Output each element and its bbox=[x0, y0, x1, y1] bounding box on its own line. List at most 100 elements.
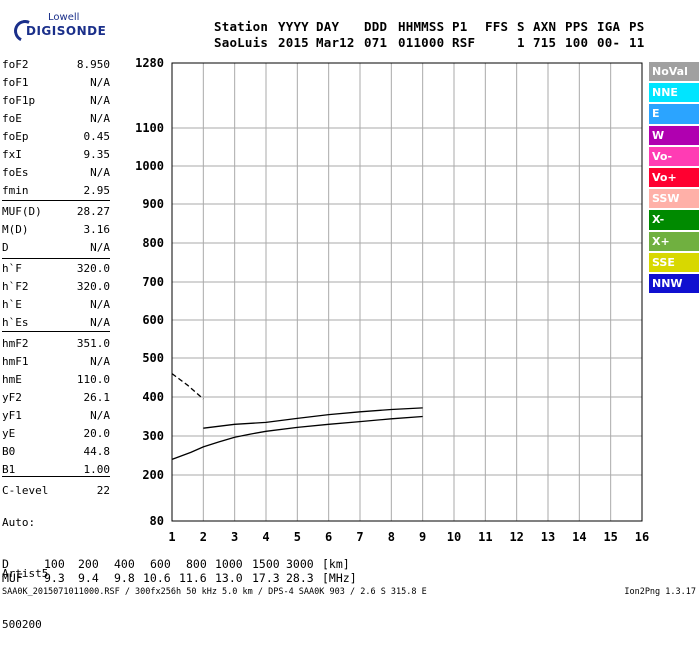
hdr-ffs: FFS bbox=[485, 19, 509, 34]
param-label: B1 bbox=[2, 463, 16, 476]
param-label: foE bbox=[2, 112, 22, 125]
y-tick-label: 1000 bbox=[135, 159, 164, 173]
auto-line3: 500200 bbox=[2, 618, 42, 631]
param-label: foF1 bbox=[2, 76, 29, 89]
param-row: yE 20.0 bbox=[2, 425, 110, 443]
param-value: 1.00 bbox=[83, 463, 111, 476]
param-row: h`F2 320.0 bbox=[2, 278, 110, 296]
param-label: foEp bbox=[2, 130, 29, 143]
param-row: hmF2 351.0 bbox=[2, 335, 110, 353]
x-tick-label: 16 bbox=[635, 530, 649, 544]
param-row: yF1 N/A bbox=[2, 407, 110, 425]
param-value: 9.35 bbox=[83, 148, 111, 161]
legend-item: Vo- bbox=[649, 146, 699, 166]
muf-d-value: 800 bbox=[186, 557, 207, 571]
hdr-iga: IGA bbox=[597, 19, 621, 34]
param-value: 351.0 bbox=[76, 337, 110, 350]
param-row: h`Es N/A bbox=[2, 314, 110, 332]
hdr-hhmmss: HHMMSS bbox=[398, 19, 445, 34]
param-value: N/A bbox=[90, 355, 110, 368]
param-value: 3.16 bbox=[83, 223, 111, 236]
param-row: h`F 320.0 bbox=[2, 260, 110, 278]
param-value: N/A bbox=[90, 94, 110, 107]
plot-frame bbox=[171, 62, 643, 522]
legend-item: NoVal bbox=[649, 62, 699, 82]
muf-value: 9.4 bbox=[78, 571, 99, 585]
param-label: hmF2 bbox=[2, 337, 29, 350]
y-tick-label: 900 bbox=[142, 197, 164, 211]
legend-item: SSE bbox=[649, 252, 699, 272]
muf-d-value: 400 bbox=[114, 557, 135, 571]
param-value: 26.1 bbox=[83, 391, 111, 404]
muf-d-label: D bbox=[2, 557, 9, 571]
param-label: yF2 bbox=[2, 391, 22, 404]
param-value: 2.95 bbox=[83, 184, 111, 197]
param-label: MUF(D) bbox=[2, 205, 42, 218]
param-value: 22 bbox=[96, 484, 110, 497]
separator bbox=[2, 476, 110, 477]
separator bbox=[2, 331, 110, 332]
param-row: foE N/A bbox=[2, 110, 110, 128]
param-value: 28.27 bbox=[76, 205, 110, 218]
x-tick-label: 1 bbox=[168, 530, 175, 544]
muf-value: 13.0 bbox=[215, 571, 243, 585]
muf-value: 9.8 bbox=[114, 571, 135, 585]
legend-item: E bbox=[649, 104, 699, 124]
muf-value: 10.6 bbox=[143, 571, 171, 585]
profile-trace bbox=[171, 415, 423, 461]
param-value: 44.8 bbox=[83, 445, 111, 458]
param-row: fxI 9.35 bbox=[2, 146, 110, 164]
param-value: N/A bbox=[90, 166, 110, 179]
param-label: hmF1 bbox=[2, 355, 29, 368]
hdr-station: Station bbox=[214, 19, 269, 34]
logo-line2: DIGISONDE bbox=[26, 24, 107, 38]
y-tick-label: 200 bbox=[142, 468, 164, 482]
digisonde-logo: Lowell DIGISONDE bbox=[8, 6, 106, 46]
legend-item: X- bbox=[649, 210, 699, 230]
x-tick-label: 12 bbox=[509, 530, 523, 544]
param-value: 320.0 bbox=[76, 262, 110, 275]
param-value: N/A bbox=[90, 76, 110, 89]
hdr-station-value: SaoLuis bbox=[214, 35, 269, 50]
param-row: hmE 110.0 bbox=[2, 371, 110, 389]
param-row: foEp 0.45 bbox=[2, 128, 110, 146]
param-label: h`Es bbox=[2, 316, 29, 329]
y-tick-label: 500 bbox=[142, 351, 164, 365]
param-label: foF2 bbox=[2, 58, 29, 71]
param-row: foEs N/A bbox=[2, 164, 110, 182]
param-row: M(D) 3.16 bbox=[2, 221, 110, 239]
logo-line1: Lowell bbox=[48, 12, 80, 23]
hdr-p1: P1 bbox=[452, 19, 468, 34]
param-label: hmE bbox=[2, 373, 22, 386]
param-row: B0 44.8 bbox=[2, 443, 110, 461]
muf-d-unit: [km] bbox=[322, 557, 350, 571]
x-tick-label: 10 bbox=[447, 530, 461, 544]
param-value: N/A bbox=[90, 298, 110, 311]
polarization-legend: NoVal NNE E W Vo- Vo+ SSW X- X+ SSE NNW bbox=[649, 62, 699, 295]
x-tick-label: 3 bbox=[231, 530, 238, 544]
x-tick-label: 7 bbox=[356, 530, 363, 544]
param-row: foF1p N/A bbox=[2, 92, 110, 110]
legend-item: NNE bbox=[649, 83, 699, 103]
y-tick-label: 700 bbox=[142, 275, 164, 289]
hdr-pps-value: 100 bbox=[565, 35, 589, 50]
legend-item: NNW bbox=[649, 273, 699, 294]
param-row: foF1 N/A bbox=[2, 74, 110, 92]
ionogram-chart: 1 2 3 4 5 6 7 8 9 10 11 12 13 14 15 1680200300400500600… bbox=[135, 56, 649, 544]
param-label: foF1p bbox=[2, 94, 36, 107]
muf-unit: [MHz] bbox=[322, 571, 357, 585]
muf-d-value: 1500 bbox=[252, 557, 280, 571]
x-tick-label: 8 bbox=[388, 530, 395, 544]
x-tick-label: 11 bbox=[478, 530, 492, 544]
x-tick-label: 5 bbox=[294, 530, 301, 544]
param-value: N/A bbox=[90, 241, 110, 254]
separator bbox=[2, 258, 110, 259]
hdr-day: DAY bbox=[316, 19, 340, 34]
param-label: M(D) bbox=[2, 223, 29, 236]
auto-line1: Auto: bbox=[2, 516, 36, 529]
param-value: 20.0 bbox=[83, 427, 111, 440]
param-label: foEs bbox=[2, 166, 29, 179]
param-row: D N/A bbox=[2, 239, 110, 257]
muf-d-value: 600 bbox=[150, 557, 171, 571]
x-tick-label: 4 bbox=[262, 530, 269, 544]
